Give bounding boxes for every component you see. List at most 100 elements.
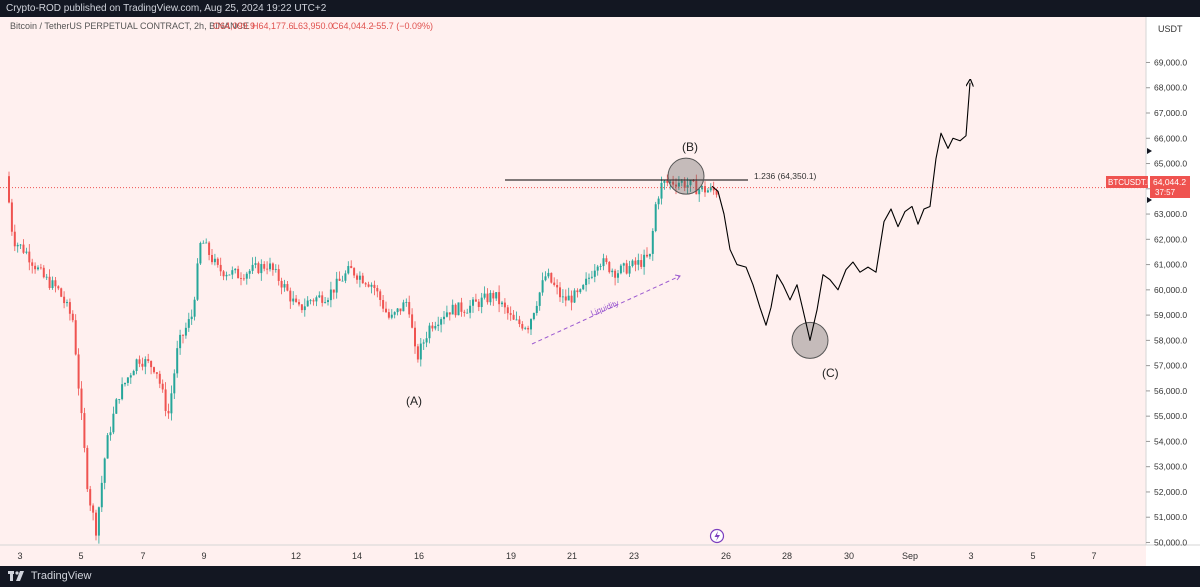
candle-body [303,306,306,311]
candle-body [358,275,361,280]
time-tick-label: 30 [844,551,854,561]
candle-body [532,313,535,320]
candle-body [445,312,448,317]
candle-body [544,276,547,281]
candle-body [193,299,196,317]
time-axis[interactable]: 3 5 7 9 12 14 16 19 21 23 26 28 30 Sep 3 5 7 [17,551,1096,561]
candle-body [228,274,231,276]
candle-body [315,297,318,302]
candle-body [527,327,530,330]
candle-body [434,326,437,329]
price-tick-label: 65,000.0 [1154,159,1187,169]
candle-body [387,312,390,318]
candle-body [34,265,37,270]
lightning-icon[interactable] [709,528,725,544]
candle-body [353,268,356,276]
candle-body [202,242,205,244]
candle-body [483,293,486,298]
time-tick-label: 7 [1091,551,1096,561]
price-axis-background[interactable] [1146,17,1200,566]
candle-body [437,324,440,327]
liquidity-arrowhead [674,274,681,281]
candle-body [425,338,428,343]
candle-body [109,432,112,436]
candle-body [153,367,155,373]
candle-body [515,319,518,321]
candle-body [654,204,657,231]
candle-body [660,182,663,199]
candle-body [95,512,97,536]
time-tick-label: 23 [629,551,639,561]
candle-body [68,302,71,314]
liquidity-label: Liquidity [589,299,620,318]
chart-panel[interactable]: 50,000.0 51,000.0 52,000.0 53,000.0 54,000.0… [0,17,1200,566]
time-tick-label: 7 [140,551,145,561]
candle-body [631,260,634,267]
candle-body [190,316,193,320]
candle-body [54,280,57,287]
candles-group [8,171,718,544]
candle-body [251,264,254,271]
candle-body [367,284,370,287]
candle-body [234,268,237,271]
candle-body [16,244,19,247]
candle-body [257,263,260,274]
candle-body [103,458,106,483]
footer-bar: TradingView [0,566,1200,587]
time-tick-label: Sep [902,551,918,561]
candle-body [31,262,34,266]
candle-body [22,244,25,253]
candle-body [63,296,66,304]
candle-body [8,176,10,203]
candle-body [66,302,68,304]
candle-body [579,289,582,293]
candle-body [451,304,454,315]
candle-body [13,231,16,247]
candle-body [277,269,280,281]
candle-body [619,265,622,274]
price-axis[interactable]: 50,000.0 51,000.0 52,000.0 53,000.0 54,000.0… [1146,57,1187,547]
price-tick-label: 69,000.0 [1154,57,1187,67]
candle-body [492,292,495,299]
candle-body [245,273,248,279]
last-price-value: 64,044.2 [1153,177,1186,187]
candle-body [39,267,42,269]
candle-body [341,280,344,282]
candle-body [547,272,550,277]
candle-body [237,268,240,279]
candle-body [573,290,576,303]
candle-body [379,291,382,301]
candle-body [141,363,144,367]
candle-body [298,302,300,305]
candle-body [480,297,483,308]
candle-body [431,325,434,329]
candle-body [593,270,596,277]
candle-body [448,312,451,315]
time-tick-label: 9 [201,551,206,561]
candle-body [132,370,135,376]
candle-body [309,300,312,302]
candle-body [97,507,100,536]
candle-body [28,251,31,263]
candle-body [295,298,298,303]
candle-body [260,264,263,274]
candle-body [396,308,399,313]
candle-body [376,287,379,292]
candle-body [126,377,129,383]
candle-body [208,242,211,255]
candle-body [637,260,640,265]
price-chart[interactable]: 50,000.0 51,000.0 52,000.0 53,000.0 54,000.0… [0,17,1200,566]
candle-body [712,187,715,191]
candle-body [344,273,347,281]
wave-b-label: (B) [682,140,698,154]
candle-body [300,304,303,311]
candle-body [283,284,286,288]
candle-body [382,300,385,309]
candle-body [266,268,269,270]
price-tick-label: 62,000.0 [1154,234,1187,244]
candle-body [118,399,121,400]
candle-body [100,482,103,508]
fib-level-label: 1.236 (64,350.1) [754,171,817,181]
candle-body [106,435,109,459]
candle-body [541,280,544,293]
